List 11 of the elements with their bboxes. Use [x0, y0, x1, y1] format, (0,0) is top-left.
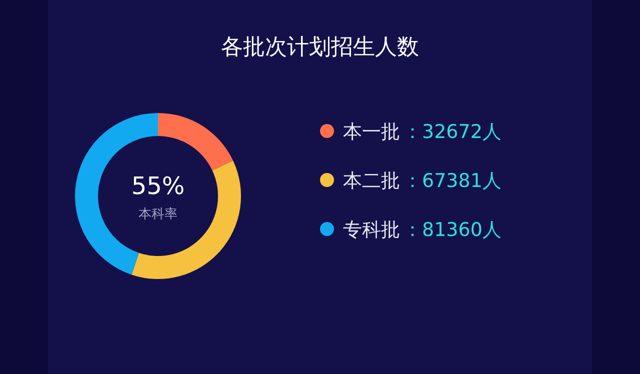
- chart-title: 各批次计划招生人数: [221, 35, 419, 60]
- donut-slice: [158, 113, 234, 170]
- legend-label: 本二批: [343, 170, 400, 192]
- text: 本科率: [138, 206, 178, 222]
- data-label: ：32672人: [403, 121, 502, 143]
- data-label: ：67381人: [403, 170, 502, 192]
- data-label: ：81360人: [403, 219, 502, 241]
- legend-label: 专科批: [343, 219, 400, 241]
- donut-slice: [132, 160, 241, 279]
- legend-label: 本一批: [343, 121, 400, 143]
- text: 55%: [131, 172, 185, 200]
